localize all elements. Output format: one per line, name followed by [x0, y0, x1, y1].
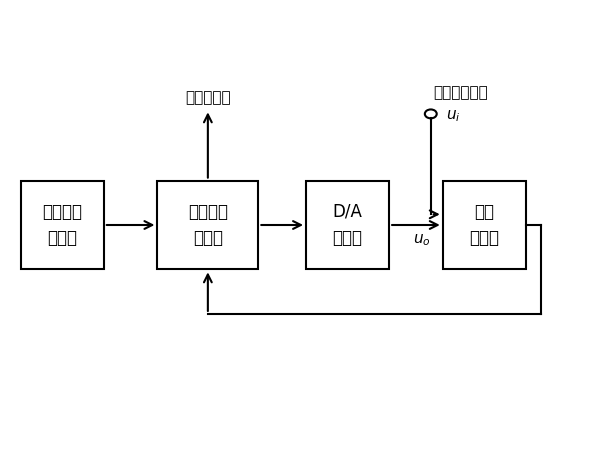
Text: 比较器: 比较器 — [469, 230, 499, 248]
Text: 逐次递近: 逐次递近 — [188, 202, 228, 220]
Text: 输出数字量: 输出数字量 — [185, 90, 230, 105]
Text: 发生器: 发生器 — [47, 230, 77, 248]
Text: $u_i$: $u_i$ — [446, 108, 460, 124]
Text: D/A: D/A — [332, 202, 362, 220]
Text: 转换器: 转换器 — [332, 230, 362, 248]
Bar — [443, 180, 526, 270]
Bar — [306, 180, 389, 270]
Text: $u_o$: $u_o$ — [413, 233, 431, 248]
Bar — [157, 180, 259, 270]
Text: 电压: 电压 — [474, 202, 494, 220]
Text: 寄存器: 寄存器 — [193, 230, 223, 248]
Text: 顺序脉冲: 顺序脉冲 — [42, 202, 82, 220]
Bar — [20, 180, 104, 270]
Text: 输入模拟电压: 输入模拟电压 — [433, 86, 488, 100]
